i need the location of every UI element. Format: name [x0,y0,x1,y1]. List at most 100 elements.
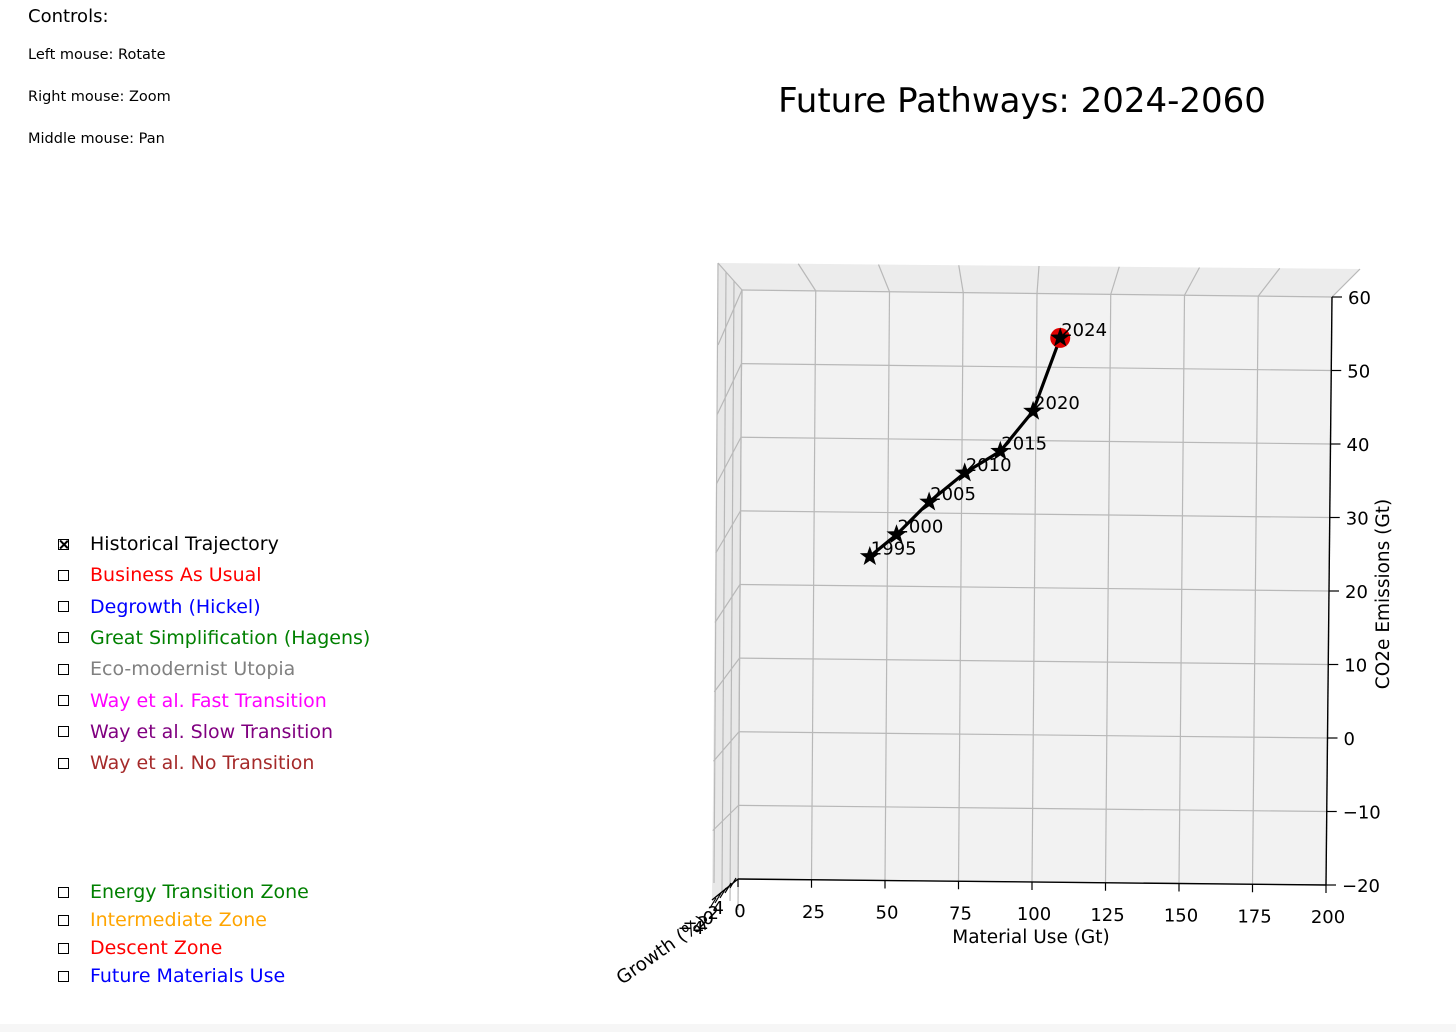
y-tick-label: 60 [1348,288,1371,309]
side-pane [712,263,742,900]
z-tick-label: 2 [708,903,719,924]
scenario-toggle-6[interactable]: Way et al. Slow Transition [58,721,333,743]
gridline-top [1331,268,1361,298]
gridline-side [715,436,742,485]
checkbox-icon[interactable] [58,914,69,926]
gridline-top [1036,265,1040,294]
gridline-depth [721,271,727,893]
y-axis-label: CO2e Emissions (Gt) [1373,499,1394,689]
x-tick-label: 0 [734,901,745,922]
gridline-side [712,804,739,832]
data-point-star [954,462,975,482]
data-point-star [1050,327,1071,347]
y-tick-label: 10 [1344,656,1367,677]
scenario-label: Business As Usual [90,564,262,587]
z-axis-label: Growth (%) [613,912,711,989]
gridline-side [713,731,740,762]
gridline-top [717,262,743,291]
checkbox-icon[interactable] [58,632,69,644]
controls-panel: Controls: Left mouse: Rotate Right mouse… [28,6,171,173]
data-point-label: 2020 [1034,393,1080,414]
gridline-side [714,584,741,623]
data-point-label: 1995 [871,538,917,559]
scenario-label: Degrowth (Hickel) [90,595,261,618]
gridline-top [958,265,964,293]
gridline-y [740,436,1331,445]
scenario-label: Way et al. Slow Transition [90,720,334,743]
x-tick-label: 100 [1017,904,1051,925]
gridline-top [797,263,817,292]
checkbox-icon[interactable] [58,942,69,954]
gridline-side [716,363,743,415]
checkbox-icon[interactable] [58,726,69,738]
zone-toggle-1[interactable]: Intermediate Zone [58,909,267,931]
data-point-label: 2005 [930,484,976,505]
scenario-toggle-1[interactable]: Business As Usual [58,564,262,586]
x-tick-label: 175 [1237,906,1271,927]
zone-label: Future Materials Use [90,965,286,987]
checkbox-icon[interactable] [58,757,69,769]
gridline-y [738,804,1327,813]
z-tick-mark [719,887,727,899]
checkbox-icon[interactable] [58,538,69,550]
left-mouse-hint: Left mouse: Rotate [28,47,166,63]
zone-label: Descent Zone [90,937,223,959]
gridline-y [741,363,1332,372]
checkbox-icon[interactable] [58,695,69,706]
zone-label: Intermediate Zone [90,909,267,931]
checkbox-icon[interactable] [58,601,69,613]
gridline-top [877,264,891,292]
middle-mouse-hint: Middle mouse: Pan [28,131,165,147]
x-tick-label: 75 [949,903,972,924]
gridline-y [740,510,1330,519]
gridline-depth [713,262,719,884]
x-tick-label: 125 [1090,905,1124,926]
scenario-label: Eco-modernist Utopia [90,658,296,681]
x-axis-label: Material Use (Gt) [952,927,1110,948]
gridline-y [739,583,1330,592]
gridline-side [717,289,743,346]
gridline-top [1257,267,1281,297]
checkbox-icon[interactable] [58,663,69,675]
data-point-star [919,491,940,511]
scenario-label: Great Simplification (Hagens) [90,626,371,649]
zone-toggle-2[interactable]: Descent Zone [58,937,222,959]
z-tick-label: −2 [682,913,709,934]
gridline-depth [737,289,743,911]
checkbox-icon[interactable] [58,569,69,581]
checkbox-icon[interactable] [58,970,69,982]
scenario-toggle-3[interactable]: Great Simplification (Hagens) [58,627,370,649]
gridline-y [738,731,1328,739]
x-tick-label: 200 [1311,907,1345,928]
z-tick-label: 0 [703,908,714,929]
scenario-label: Way et al. Fast Transition [90,689,327,712]
gridline-top [1183,267,1201,296]
z-tick-mark [714,892,722,904]
scenario-label: Historical Trajectory [90,533,279,555]
z-tick-label: −4 [677,918,704,939]
scenario-label: Way et al. No Transition [90,752,315,775]
scenario-toggle-5[interactable]: Way et al. Fast Transition [58,690,327,712]
y-tick-label: 30 [1346,509,1369,530]
right-mouse-hint: Right mouse: Zoom [28,89,171,105]
scenario-toggle-4[interactable]: Eco-modernist Utopia [58,658,295,680]
zone-toggle-0[interactable]: Energy Transition Zone [58,881,309,903]
y-tick-label: −20 [1342,876,1380,897]
z-tick-mark [729,877,737,889]
gridline-top [1110,266,1120,295]
scenario-toggle-2[interactable]: Degrowth (Hickel) [58,596,261,618]
z-tick-mark [709,897,717,909]
controls-title: Controls: [28,6,109,27]
x-tick-label: 25 [802,902,825,923]
y-tick-label: 50 [1347,362,1370,383]
scenario-toggle-7[interactable]: Way et al. No Transition [58,752,314,774]
z-tick-mark [724,882,732,894]
y-tick-label: 40 [1347,435,1370,456]
zone-toggle-3[interactable]: Future Materials Use [58,965,285,987]
scenario-toggle-0[interactable]: Historical Trajectory [58,533,279,555]
checkbox-icon[interactable] [58,886,69,898]
gridline-side [713,657,740,693]
data-point-star [990,440,1011,460]
zone-label: Energy Transition Zone [90,881,309,903]
